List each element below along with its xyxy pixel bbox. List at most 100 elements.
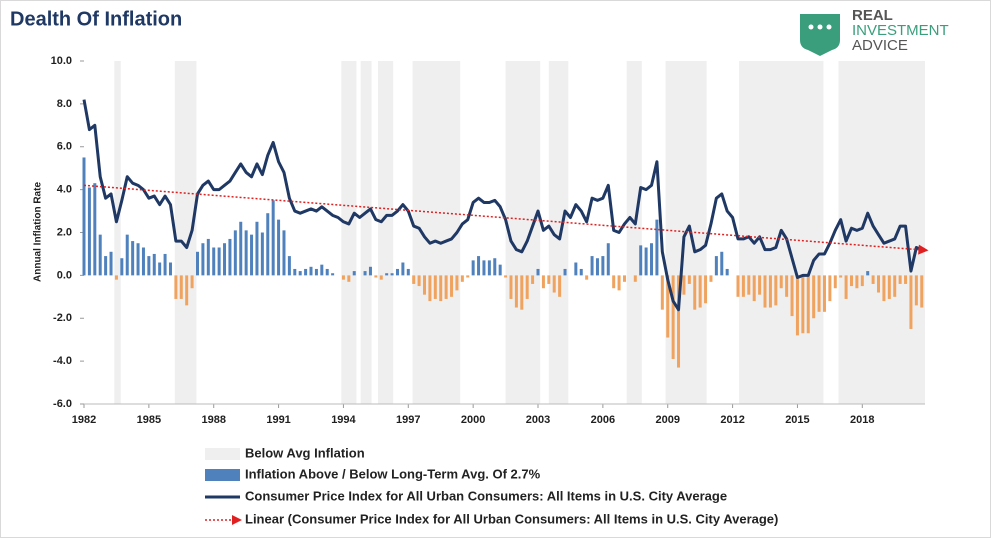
deviation-bar <box>590 256 594 276</box>
deviation-bar <box>758 275 762 295</box>
deviation-bar <box>255 221 259 276</box>
deviation-bar <box>233 230 237 276</box>
y-axis-label: Annual Inflation Rate <box>33 182 44 282</box>
deviation-bar <box>239 221 243 276</box>
deviation-bar <box>390 273 394 276</box>
deviation-bar <box>887 275 891 299</box>
deviation-bar <box>385 273 389 276</box>
legend-label: Below Avg Inflation <box>245 445 365 460</box>
deviation-bar <box>774 275 778 306</box>
deviation-bar <box>655 219 659 276</box>
deviation-bar <box>547 275 551 284</box>
deviation-bar <box>920 275 924 308</box>
deviation-bar <box>698 275 702 308</box>
deviation-bar <box>687 275 691 284</box>
x-tick-label: 2015 <box>785 414 809 426</box>
x-tick-label: 2012 <box>720 414 744 426</box>
deviation-bar <box>574 262 578 276</box>
deviation-bar <box>341 275 345 280</box>
deviation-bar <box>893 275 897 297</box>
deviation-bar <box>131 241 135 276</box>
deviation-bar <box>650 243 654 276</box>
y-tick-label: -4.0 <box>53 355 72 367</box>
deviation-bar <box>849 275 853 287</box>
below-avg-band <box>360 61 372 404</box>
deviation-bar <box>368 266 372 276</box>
deviation-bar <box>250 234 254 276</box>
deviation-bar <box>768 275 772 308</box>
deviation-bar <box>304 268 308 276</box>
deviation-bar <box>493 258 497 276</box>
deviation-bar <box>417 275 421 287</box>
deviation-bar <box>785 275 789 297</box>
deviation-bar <box>660 275 664 310</box>
deviation-bar <box>779 275 783 289</box>
logo-dot <box>808 24 814 30</box>
deviation-bar <box>531 275 535 284</box>
deviation-bar <box>720 251 724 276</box>
x-tick-label: 2000 <box>461 414 485 426</box>
deviation-bar <box>201 243 205 276</box>
deviation-bar <box>466 275 470 278</box>
deviation-bar <box>795 275 799 336</box>
deviation-bar <box>412 275 416 284</box>
deviation-bar <box>579 268 583 276</box>
deviation-bar <box>725 268 729 276</box>
deviation-bar <box>277 219 281 276</box>
deviation-bar <box>406 268 410 276</box>
deviation-bar <box>174 275 178 299</box>
deviation-bar <box>558 275 562 297</box>
deviation-bar <box>217 247 221 276</box>
deviation-bar <box>244 230 248 276</box>
deviation-bar <box>282 230 286 276</box>
deviation-bar <box>601 256 605 276</box>
deviation-bar <box>185 275 189 306</box>
y-tick-label: 2.0 <box>57 226 72 238</box>
deviation-bar <box>352 271 356 276</box>
x-tick-label: 1991 <box>266 414 290 426</box>
deviation-bar <box>223 243 227 276</box>
deviation-bar <box>736 275 740 297</box>
deviation-bar <box>904 275 908 284</box>
deviation-bar <box>520 275 524 310</box>
y-tick-label: 0.0 <box>57 269 72 281</box>
deviation-bar <box>152 253 156 276</box>
below-avg-band <box>341 61 357 404</box>
below-avg-band <box>378 61 394 404</box>
deviation-bar <box>331 273 335 276</box>
deviation-bar <box>482 260 486 276</box>
deviation-bar <box>163 253 167 276</box>
deviation-bar <box>822 275 826 312</box>
deviation-bar <box>817 275 821 312</box>
deviation-bar <box>363 271 367 276</box>
x-tick-label: 1994 <box>331 414 356 426</box>
deviation-bar <box>839 275 843 278</box>
below-avg-band <box>114 61 121 404</box>
deviation-bar <box>395 268 399 276</box>
deviation-bar <box>87 187 91 276</box>
deviation-bar <box>606 243 610 276</box>
x-tick-label: 2018 <box>850 414 874 426</box>
deviation-bar <box>812 275 816 319</box>
deviation-bar <box>228 238 232 276</box>
deviation-bar <box>666 275 670 338</box>
legend-label: Inflation Above / Below Long-Term Avg. O… <box>245 466 541 481</box>
legend-swatch <box>205 469 240 481</box>
deviation-bar <box>455 275 459 291</box>
deviation-bar <box>196 251 200 276</box>
below-avg-band <box>174 61 197 404</box>
deviation-bar <box>93 183 97 276</box>
deviation-bar <box>563 268 567 276</box>
legend: Below Avg Inflation Inflation Above / Bel… <box>205 445 778 526</box>
y-tick-label: 6.0 <box>57 141 72 153</box>
deviation-bar <box>428 275 432 302</box>
deviation-bar <box>860 275 864 287</box>
deviation-bar <box>552 275 556 293</box>
deviation-bar <box>471 260 475 276</box>
deviation-bar <box>844 275 848 299</box>
deviation-bar <box>801 275 805 334</box>
deviation-bar <box>525 275 529 299</box>
legend-label: Linear (Consumer Price Index for All Urb… <box>245 511 778 526</box>
x-tick-label: 2003 <box>526 414 550 426</box>
logo-text: REAL <box>852 7 893 24</box>
